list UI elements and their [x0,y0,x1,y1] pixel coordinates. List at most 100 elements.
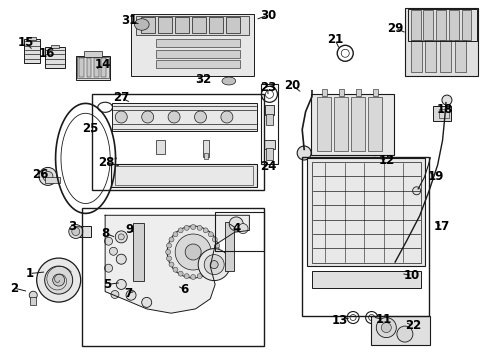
Circle shape [69,225,82,238]
Circle shape [215,249,220,255]
Bar [115,166,253,185]
Bar [215,212,264,251]
Bar [82,208,264,346]
Bar [94,58,99,77]
Bar [306,158,425,266]
Bar [321,89,326,96]
Bar [101,58,106,77]
Circle shape [173,232,178,237]
Circle shape [53,274,64,286]
Text: 10: 10 [403,269,420,282]
Bar [370,316,429,345]
Bar [355,89,360,96]
Circle shape [169,262,174,267]
Circle shape [214,256,219,261]
Circle shape [126,290,136,300]
Bar [407,9,476,41]
Ellipse shape [222,77,235,85]
Text: 9: 9 [125,223,133,236]
Text: 13: 13 [331,314,347,327]
Circle shape [185,244,201,260]
Circle shape [203,271,208,276]
Bar [28,37,36,40]
Circle shape [184,225,189,230]
Circle shape [165,249,170,255]
Circle shape [175,234,211,270]
Circle shape [72,228,80,235]
Text: 30: 30 [259,9,276,22]
Circle shape [190,225,195,229]
Bar [448,10,458,40]
Text: 3: 3 [68,220,76,233]
Bar [158,17,171,33]
Circle shape [39,167,57,185]
Text: 24: 24 [259,160,276,173]
Text: 32: 32 [194,73,211,86]
Text: 22: 22 [404,319,421,332]
Bar [425,40,435,72]
Bar [111,164,256,187]
Circle shape [118,234,124,240]
Ellipse shape [134,19,149,30]
Bar [438,109,448,118]
Bar [204,153,207,159]
Bar [404,8,477,76]
Text: 15: 15 [17,36,34,49]
Circle shape [208,232,213,237]
Bar [156,60,239,68]
Text: 6: 6 [181,283,188,296]
Circle shape [116,279,126,289]
Text: 4: 4 [232,222,240,235]
Circle shape [396,326,412,342]
Bar [77,57,108,78]
Text: 17: 17 [433,220,449,233]
Bar [435,10,445,40]
Text: 5: 5 [103,278,111,291]
Bar [423,10,432,40]
Bar [72,226,91,237]
Bar [209,17,223,33]
Bar [133,223,144,281]
Bar [265,148,272,160]
Circle shape [184,274,189,279]
Circle shape [198,249,230,280]
Bar [261,84,277,164]
Circle shape [229,217,243,231]
Text: 1: 1 [25,267,33,280]
Polygon shape [105,215,249,313]
Circle shape [238,224,247,234]
Circle shape [168,111,180,123]
Text: 27: 27 [113,91,129,104]
Text: 7: 7 [124,287,132,300]
Bar [461,10,470,40]
Text: 23: 23 [259,81,276,94]
Text: 12: 12 [378,154,395,167]
Bar [311,162,420,263]
Bar [136,16,249,35]
Circle shape [29,291,37,299]
Text: 28: 28 [98,156,115,169]
Bar [311,271,420,288]
Circle shape [221,111,232,123]
Circle shape [109,247,117,255]
Bar [224,222,233,271]
Bar [310,94,393,155]
Bar [24,39,40,63]
Circle shape [208,267,213,272]
Circle shape [376,318,395,338]
Bar [76,56,110,80]
Bar [86,58,91,77]
Circle shape [142,111,153,123]
Text: 25: 25 [82,122,99,135]
Circle shape [173,267,178,272]
Circle shape [194,111,206,123]
Bar [439,40,450,72]
Bar [51,45,59,48]
Bar [338,89,343,96]
Bar [226,17,240,33]
Circle shape [115,231,127,243]
Circle shape [197,225,202,230]
Text: 19: 19 [427,170,444,183]
Bar [454,40,465,72]
Text: 20: 20 [284,79,300,92]
